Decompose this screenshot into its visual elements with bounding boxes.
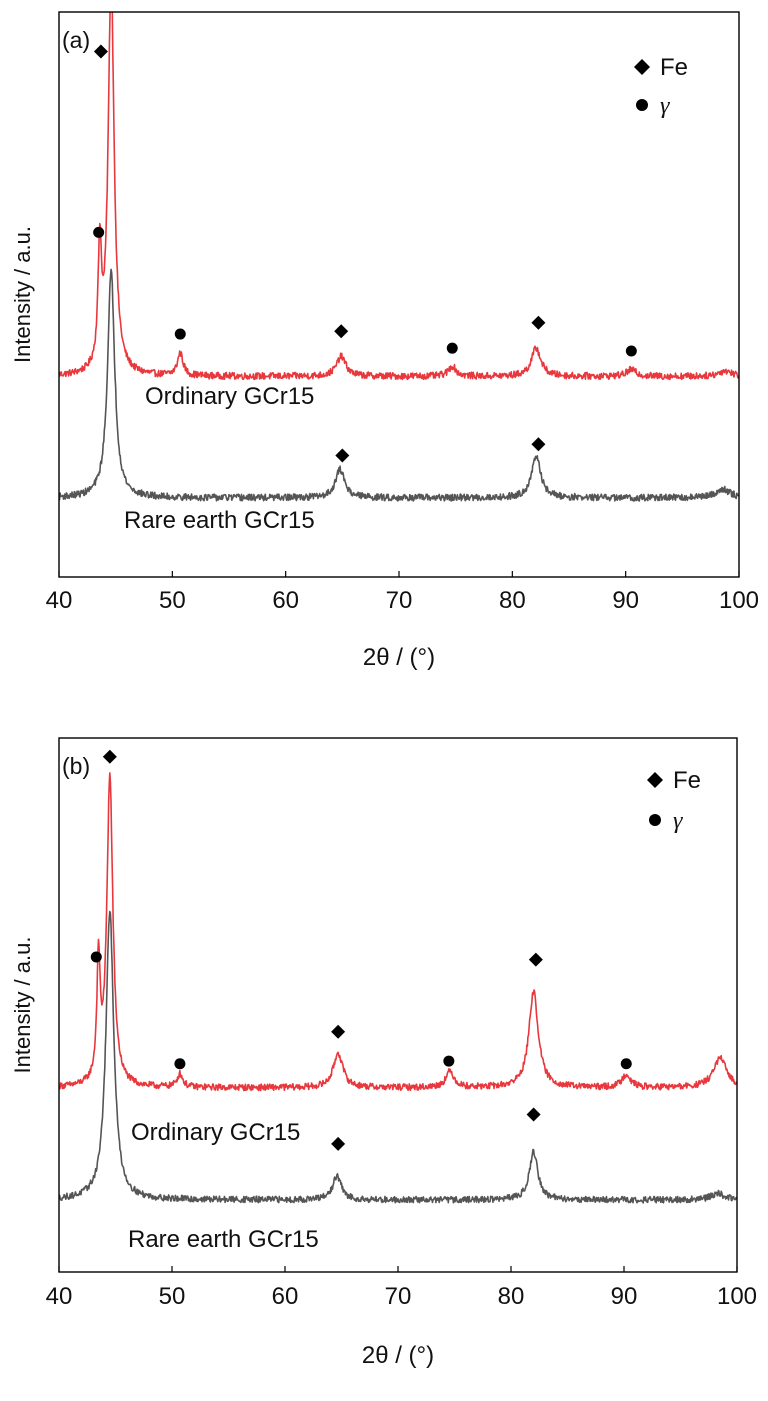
- chart-a-gamma-circle-marker: [93, 226, 105, 238]
- chart-b-fe-diamond-marker: [331, 1024, 346, 1039]
- chart-b-gamma-circle-marker: [90, 951, 102, 963]
- chart-b-legend-gamma-label: γ: [673, 808, 683, 834]
- chart-b-fe-diamond-marker: [102, 749, 117, 764]
- chart-a-legend-gamma-circle-icon: [636, 99, 648, 111]
- chart-b-x-tick-label: 90: [611, 1283, 638, 1310]
- chart-b-legend-fe-label: Fe: [673, 767, 701, 794]
- chart-b-x-tick-label: 50: [159, 1283, 186, 1310]
- chart-a-x-tick-label: 70: [386, 587, 413, 614]
- chart-b-x-tick-label: 70: [385, 1283, 412, 1310]
- chart-a-y-axis-label: Intensity / a.u.: [10, 226, 35, 363]
- xrd-chart-b-svg: Ordinary GCr15 Rare earth GCr15 40 50 60 70 80…: [10, 737, 757, 1369]
- chart-b-series-rare-earth-line: [59, 910, 737, 1204]
- chart-b-fe-diamond-marker: [526, 1107, 541, 1122]
- chart-b-panel-label: (b): [62, 753, 90, 779]
- chart-b-fe-diamond-marker: [528, 952, 543, 967]
- chart-b-x-tick-label: 60: [272, 1283, 299, 1310]
- chart-b-legend-fe-diamond-icon: [647, 772, 663, 788]
- xrd-chart-a-svg: Ordinary GCr15 Rare earth GCr15 40 50 60 70 80…: [10, 11, 759, 671]
- chart-a-x-tick-label: 100: [719, 587, 759, 614]
- chart-a-series-label-ordinary: Ordinary GCr15: [145, 383, 314, 410]
- chart-b-plot-frame: [58, 737, 738, 1273]
- xrd-chart-b: Ordinary GCr15 Rare earth GCr15 40 50 60 70 80…: [0, 698, 768, 1396]
- chart-a-fe-diamond-marker: [93, 44, 108, 59]
- chart-b-series-label-rare-earth: Rare earth GCr15: [128, 1226, 319, 1253]
- chart-b-fe-diamond-marker: [331, 1136, 346, 1151]
- chart-b-x-tick-label: 80: [498, 1283, 525, 1310]
- chart-a-gamma-circle-marker: [446, 342, 458, 354]
- chart-a-gamma-circle-marker: [174, 328, 186, 340]
- chart-a-legend-gamma-label: γ: [660, 93, 670, 119]
- chart-a-x-tick-label: 60: [272, 587, 299, 614]
- chart-b-x-tick-label: 40: [46, 1283, 73, 1310]
- chart-a-series-rare-earth-line: [59, 268, 739, 502]
- chart-a-x-tick-label: 90: [612, 587, 639, 614]
- chart-a-fe-diamond-marker: [334, 324, 349, 339]
- chart-b-gamma-circle-marker: [174, 1058, 186, 1070]
- chart-b-gamma-circle-marker: [443, 1055, 455, 1067]
- chart-a-x-tick-label: 40: [46, 587, 73, 614]
- chart-a-panel-label: (a): [62, 27, 90, 53]
- xrd-chart-a: Ordinary GCr15 Rare earth GCr15 40 50 60 70 80…: [0, 0, 768, 698]
- chart-a-fe-diamond-marker: [335, 448, 350, 463]
- chart-a-series-label-rare-earth: Rare earth GCr15: [124, 507, 315, 534]
- chart-a-gamma-circle-marker: [625, 345, 637, 357]
- chart-b-x-tick-label: 100: [717, 1283, 757, 1310]
- chart-b-series-ordinary-line: [59, 772, 737, 1092]
- chart-a-legend-fe-label: Fe: [660, 54, 688, 81]
- chart-b-series-label-ordinary: Ordinary GCr15: [131, 1119, 300, 1146]
- chart-a-plot-frame: [58, 11, 740, 578]
- chart-a-x-tick-label: 50: [159, 587, 186, 614]
- chart-a-fe-diamond-marker: [531, 315, 546, 330]
- chart-b-y-axis-label: Intensity / a.u.: [10, 937, 35, 1074]
- chart-b-legend-gamma-circle-icon: [649, 814, 661, 826]
- chart-a-x-axis-label: 2θ / (°): [363, 644, 435, 671]
- chart-a-series-ordinary-line: [59, 12, 739, 381]
- chart-b-x-axis-label: 2θ / (°): [362, 1342, 434, 1369]
- chart-a-legend-fe-diamond-icon: [634, 59, 650, 75]
- chart-a-fe-diamond-marker: [531, 437, 546, 452]
- chart-b-gamma-circle-marker: [620, 1058, 632, 1070]
- chart-a-x-tick-label: 80: [499, 587, 526, 614]
